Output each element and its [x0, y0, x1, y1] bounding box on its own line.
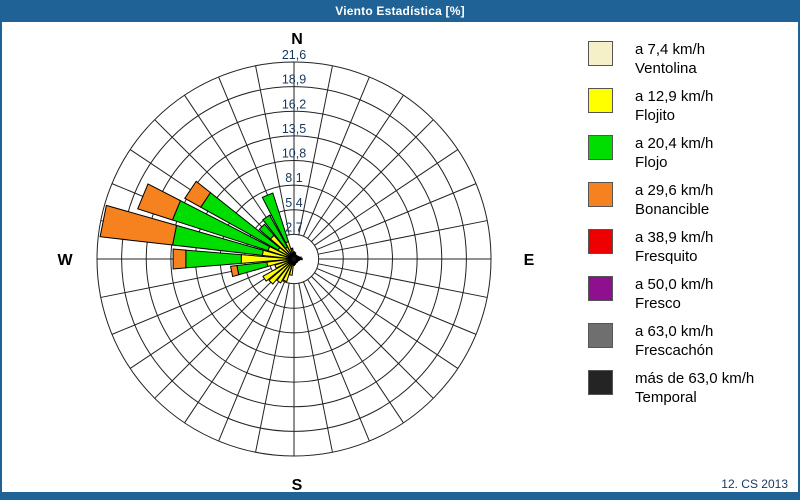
svg-text:N: N [291, 31, 303, 48]
legend-item: a 38,9 km/h Fresquito [588, 228, 793, 266]
legend-speed-label: más de 63,0 km/h [635, 370, 755, 387]
bottom-bar [0, 492, 800, 500]
legend-speed-label: a 63,0 km/h [635, 323, 714, 340]
legend-item-label: más de 63,0 km/h Temporal [635, 369, 754, 407]
legend-item: a 7,4 km/h Ventolina [588, 40, 793, 78]
legend-category-label: Flojito [635, 107, 676, 124]
svg-text:S: S [292, 477, 303, 492]
legend-color-swatch [588, 370, 613, 395]
legend-speed-label: a 50,0 km/h [635, 276, 714, 293]
legend-category-label: Flojo [635, 154, 668, 171]
legend-item: a 29,6 km/h Bonancible [588, 181, 793, 219]
legend-category-label: Fresco [635, 295, 681, 312]
svg-text:18,9: 18,9 [282, 73, 306, 87]
legend-item: a 63,0 km/h Frescachón [588, 322, 793, 360]
legend-item-label: a 50,0 km/h Fresco [635, 275, 713, 313]
wind-rose-chart: 2,7 5,4 8,1 10,8 13,5 16,2 18,9 21,6 N E S W [2, 22, 572, 494]
legend-color-swatch [588, 182, 613, 207]
svg-text:16,2: 16,2 [282, 97, 306, 111]
legend-item-label: a 12,9 km/h Flojito [635, 87, 713, 125]
legend-speed-label: a 7,4 km/h [635, 41, 706, 58]
svg-text:E: E [524, 252, 535, 269]
legend: a 7,4 km/h Ventolina a 12,9 km/h Flojito… [588, 40, 793, 416]
svg-text:2,7: 2,7 [285, 220, 302, 234]
legend-item: a 20,4 km/h Flojo [588, 134, 793, 172]
svg-text:10,8: 10,8 [282, 147, 306, 161]
title-bar: Viento Estadística [%] [0, 0, 800, 22]
legend-item-label: a 20,4 km/h Flojo [635, 134, 713, 172]
legend-color-swatch [588, 88, 613, 113]
legend-category-label: Frescachón [635, 342, 714, 359]
svg-text:8,1: 8,1 [285, 171, 302, 185]
wind-rose-svg: 2,7 5,4 8,1 10,8 13,5 16,2 18,9 21,6N E S W [57, 31, 535, 494]
legend-item-label: a 7,4 km/h Ventolina [635, 40, 705, 78]
legend-item-label: a 29,6 km/h Bonancible [635, 181, 713, 219]
legend-speed-label: a 12,9 km/h [635, 88, 714, 105]
legend-category-label: Bonancible [635, 201, 710, 218]
legend-speed-label: a 29,6 km/h [635, 182, 714, 199]
legend-category-label: Fresquito [635, 248, 698, 265]
svg-text:21,6: 21,6 [282, 48, 306, 62]
legend-item: más de 63,0 km/h Temporal [588, 369, 793, 407]
legend-color-swatch [588, 229, 613, 254]
svg-text:13,5: 13,5 [282, 122, 306, 136]
legend-category-label: Temporal [635, 389, 697, 406]
legend-category-label: Ventolina [635, 60, 697, 77]
legend-color-swatch [588, 276, 613, 301]
legend-item-label: a 63,0 km/h Frescachón [635, 322, 713, 360]
legend-speed-label: a 20,4 km/h [635, 135, 714, 152]
legend-item: a 12,9 km/h Flojito [588, 87, 793, 125]
legend-item: a 50,0 km/h Fresco [588, 275, 793, 313]
legend-item-label: a 38,9 km/h Fresquito [635, 228, 713, 266]
svg-text:W: W [57, 252, 73, 269]
svg-text:5,4: 5,4 [285, 196, 302, 210]
window-title: Viento Estadística [%] [335, 4, 465, 18]
legend-speed-label: a 38,9 km/h [635, 229, 714, 246]
legend-color-swatch [588, 41, 613, 66]
footer-note: 12. CS 2013 [721, 477, 788, 491]
legend-color-swatch [588, 135, 613, 160]
legend-color-swatch [588, 323, 613, 348]
